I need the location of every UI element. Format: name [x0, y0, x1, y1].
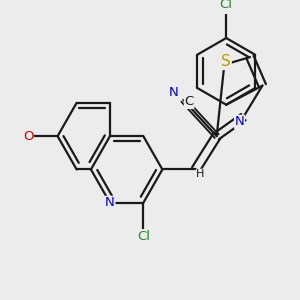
- Text: N: N: [105, 196, 115, 209]
- Text: C: C: [184, 95, 194, 108]
- Text: H: H: [196, 169, 205, 179]
- Text: O: O: [23, 130, 33, 142]
- Text: N: N: [235, 116, 244, 128]
- Text: N: N: [169, 86, 179, 99]
- Text: Cl: Cl: [137, 230, 150, 243]
- Text: Cl: Cl: [220, 0, 233, 11]
- Text: S: S: [221, 54, 231, 69]
